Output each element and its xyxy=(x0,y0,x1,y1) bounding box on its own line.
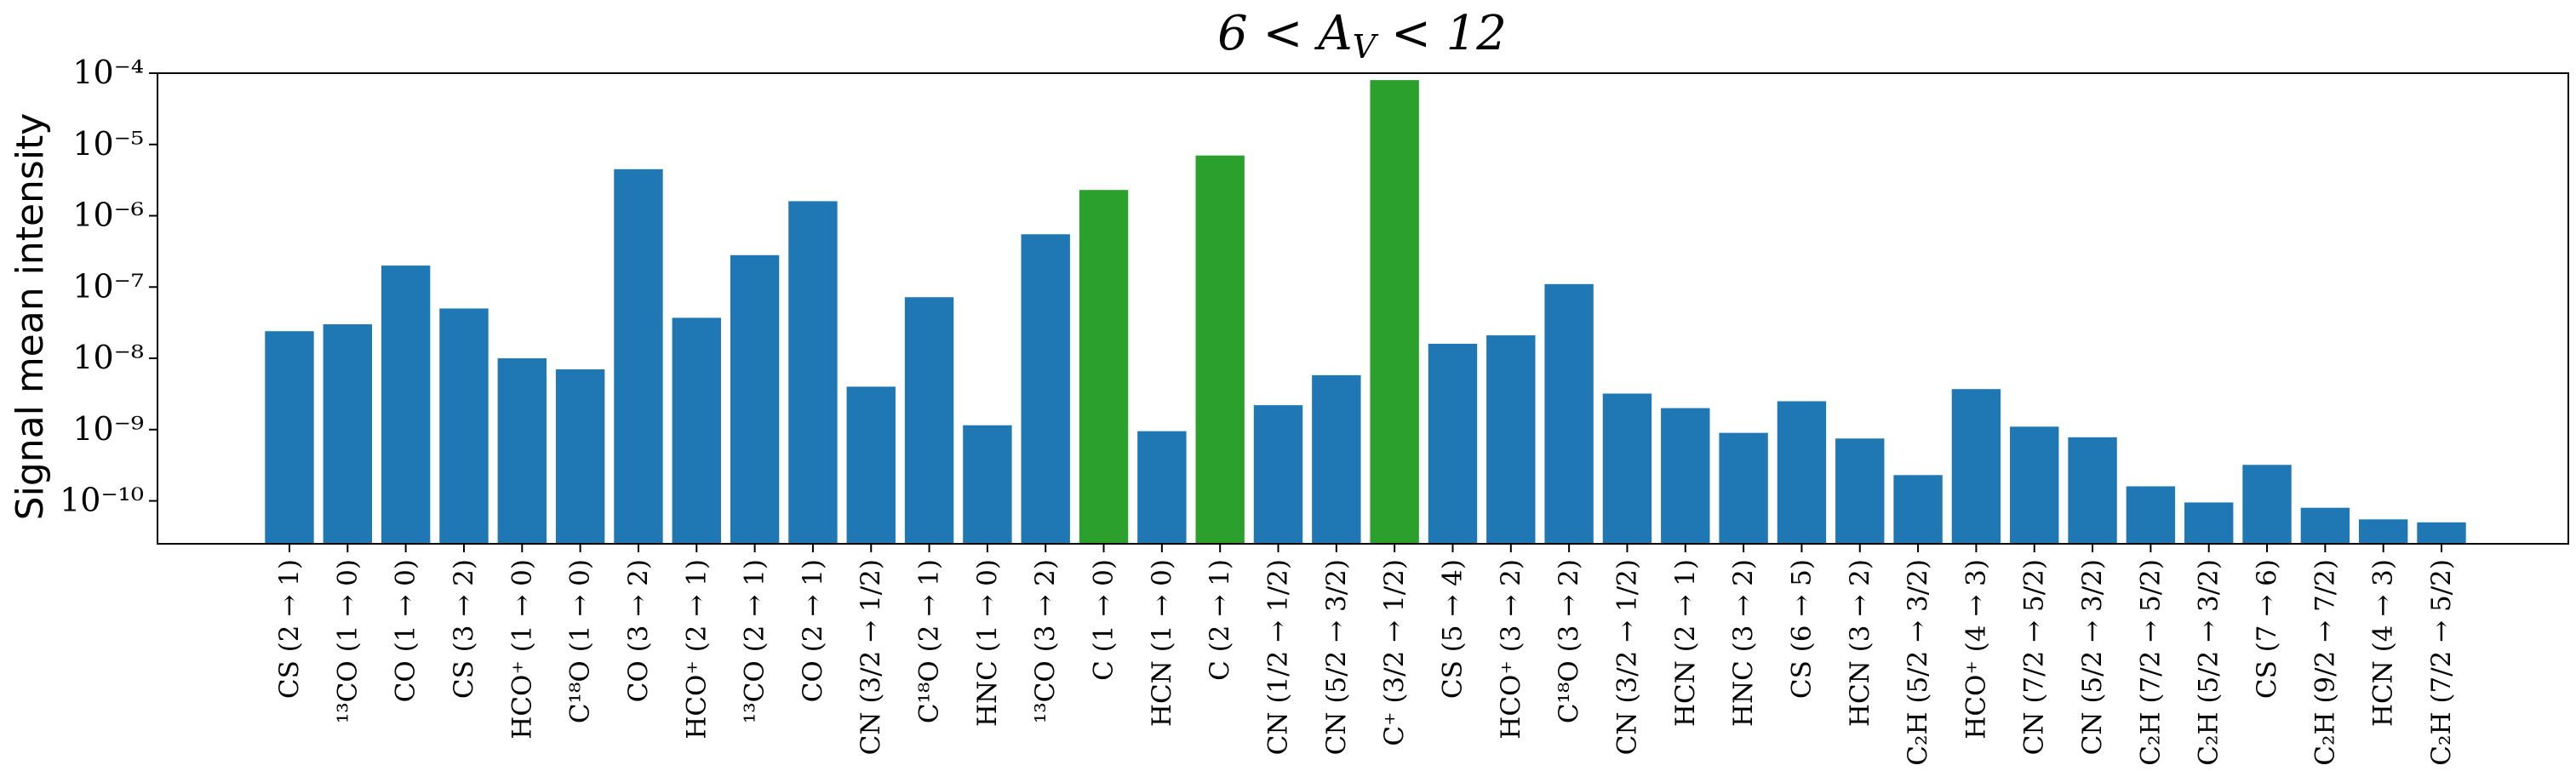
x-tick-label: HNC (3 → 2) xyxy=(1728,559,1759,727)
x-tick-label: HCO⁺ (1 → 0) xyxy=(507,559,537,740)
y-tick-label: 10⁻⁴ xyxy=(72,54,144,91)
bar xyxy=(1428,343,1478,544)
x-tick-label: CS (3 → 2) xyxy=(449,559,479,699)
chart-title: 6 < AV < 12 xyxy=(1217,6,1507,66)
x-tick-label: HCN (1 → 0) xyxy=(1147,559,1177,727)
x-tick-label: CN (3/2 → 1/2) xyxy=(856,559,886,755)
x-tick-label: CN (5/2 → 3/2) xyxy=(2077,559,2108,755)
x-tick-label: ¹³CO (1 → 0) xyxy=(332,559,363,723)
y-tick-label: 10⁻⁶ xyxy=(72,197,144,234)
x-tick-label: CS (5 → 4) xyxy=(1437,559,1468,699)
bar xyxy=(1835,438,1885,544)
bar xyxy=(2126,486,2176,544)
bar xyxy=(2010,426,2059,544)
bar xyxy=(381,266,431,544)
bar xyxy=(2300,507,2350,544)
y-tick-label: 10⁻⁹ xyxy=(72,410,144,448)
bar xyxy=(1602,393,1652,544)
bar xyxy=(1021,234,1070,544)
x-tick-label: CN (5/2 → 3/2) xyxy=(1321,559,1352,755)
bar xyxy=(1079,190,1129,544)
x-tick-label: CS (7 → 6) xyxy=(2252,559,2282,699)
x-tick-label: HCO⁺ (2 → 1) xyxy=(681,559,712,740)
x-tick-label: C₂H (9/2 → 7/2) xyxy=(2310,559,2340,766)
bar xyxy=(2068,437,2117,544)
bars xyxy=(265,80,2466,545)
bar xyxy=(788,201,838,544)
bar xyxy=(1544,283,1594,544)
bar xyxy=(2417,522,2466,544)
x-tick-label: ¹³CO (3 → 2) xyxy=(1030,559,1061,723)
bar xyxy=(439,308,489,544)
y-tick-label: 10⁻⁷ xyxy=(72,267,144,305)
x-axis-ticks: CS (2 → 1) ¹³CO (1 → 0) CO (1 → 0) CS (3 → … xyxy=(274,544,2457,766)
x-tick-label: HNC (1 → 0) xyxy=(972,559,1003,727)
x-tick-label: HCN (3 → 2) xyxy=(1845,559,1875,727)
bar xyxy=(2242,465,2292,544)
x-tick-label: CN (3/2 → 1/2) xyxy=(1611,559,1642,755)
bar xyxy=(2358,519,2408,544)
x-tick-label: C₂H (7/2 → 5/2) xyxy=(2426,559,2457,766)
bar xyxy=(497,358,547,544)
y-axis-ticks: 10⁻¹⁰ 10⁻⁹ 10⁻⁸ 10⁻⁷ 10⁻⁶ 10⁻⁵ 10⁻⁴ xyxy=(60,54,157,519)
bar xyxy=(1195,155,1245,545)
plot-frame xyxy=(157,72,2569,545)
y-tick-label: 10⁻⁵ xyxy=(72,125,144,163)
x-tick-label: C₂H (5/2 → 3/2) xyxy=(1903,559,1933,766)
bar xyxy=(323,324,373,544)
bar xyxy=(1370,80,1419,544)
bar xyxy=(904,297,954,544)
x-tick-label: CO (1 → 0) xyxy=(391,559,421,702)
bar xyxy=(963,425,1012,544)
bar xyxy=(1661,408,1710,544)
y-tick-label: 10⁻¹⁰ xyxy=(60,482,144,519)
y-axis-label: Signal mean intensity xyxy=(9,113,52,521)
bar xyxy=(730,254,780,544)
x-tick-label: CO (3 → 2) xyxy=(623,559,654,702)
x-tick-label: C¹⁸O (1 → 0) xyxy=(565,559,596,723)
x-tick-label: HCO⁺ (4 → 3) xyxy=(1961,559,1991,740)
bar xyxy=(555,369,605,544)
x-tick-label: C (1 → 0) xyxy=(1089,559,1119,681)
bar xyxy=(1951,389,2001,544)
x-tick-label: ¹³CO (2 → 1) xyxy=(740,559,770,723)
bar xyxy=(265,331,314,544)
x-tick-label: CS (2 → 1) xyxy=(274,559,305,699)
y-tick-label: 10⁻⁸ xyxy=(72,339,144,376)
x-tick-label: C₂H (5/2 → 3/2) xyxy=(2194,559,2224,766)
x-tick-label: CN (7/2 → 5/2) xyxy=(2019,559,2050,755)
bar xyxy=(846,386,896,544)
bar xyxy=(1777,401,1827,544)
bar xyxy=(672,317,721,544)
x-tick-label: CS (6 → 5) xyxy=(1786,559,1817,699)
x-tick-label: C⁺ (3/2 → 1/2) xyxy=(1379,559,1410,746)
x-tick-label: CO (2 → 1) xyxy=(798,559,828,702)
bar xyxy=(1719,432,1768,544)
x-tick-label: HCN (4 → 3) xyxy=(2368,559,2399,727)
bar xyxy=(1486,335,1536,544)
x-tick-label: HCN (2 → 1) xyxy=(1670,559,1701,727)
x-tick-label: CN (1/2 → 1/2) xyxy=(1263,559,1294,755)
x-tick-label: C (2 → 1) xyxy=(1205,559,1235,681)
x-tick-label: C¹⁸O (3 → 2) xyxy=(1554,559,1584,723)
x-tick-label: C₂H (7/2 → 5/2) xyxy=(2135,559,2166,766)
x-tick-label: HCO⁺ (3 → 2) xyxy=(1496,559,1526,740)
x-tick-label: C¹⁸O (2 → 1) xyxy=(914,559,945,723)
bar xyxy=(614,168,663,544)
bar xyxy=(2184,502,2234,544)
bar xyxy=(1137,431,1187,544)
bar xyxy=(1253,405,1303,544)
bar xyxy=(1893,475,1943,544)
bar xyxy=(1312,374,1361,544)
